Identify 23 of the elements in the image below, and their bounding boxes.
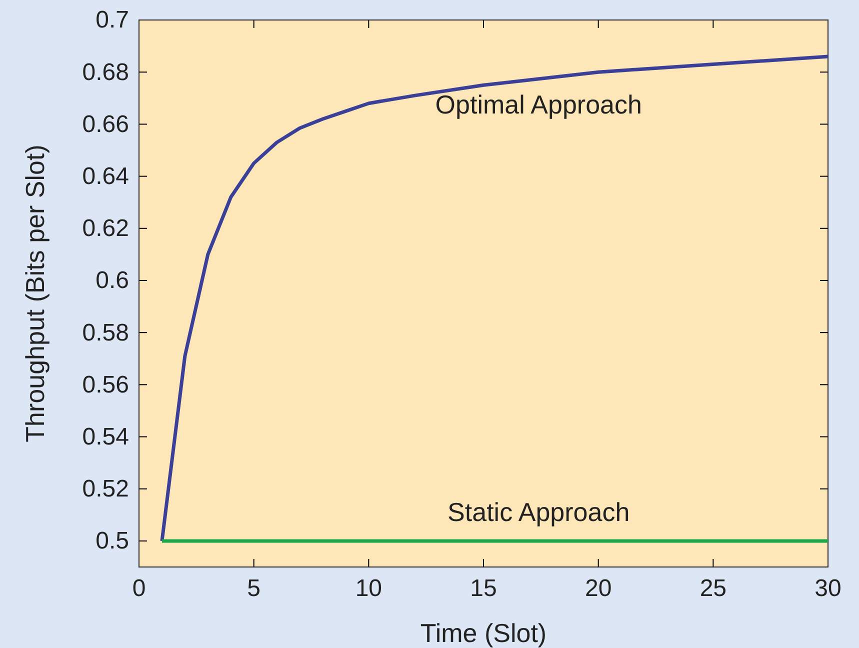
line-series <box>160 54 830 543</box>
x-tick-label: 15 <box>470 575 497 602</box>
y-axis-title: Throughput (Bits per Slot) <box>20 144 50 442</box>
series-label: Optimal Approach <box>435 89 642 120</box>
y-tick-label: 0.68 <box>82 58 129 86</box>
x-tick-label: 20 <box>584 575 612 602</box>
x-tick-label: 30 <box>814 575 842 602</box>
x-tick-label: 5 <box>247 575 261 602</box>
y-tick-label: 0.56 <box>82 371 129 398</box>
x-tick-label: 25 <box>700 575 727 602</box>
x-tick-label: 0 <box>132 575 146 602</box>
x-axis-title: Time (Slot) <box>420 618 547 648</box>
y-tick-label: 0.66 <box>82 110 129 138</box>
y-tick-label: 0.64 <box>82 162 129 190</box>
y-tick-label: 0.52 <box>82 476 129 503</box>
y-tick-label: 0.62 <box>82 215 129 242</box>
y-tick-label: 0.58 <box>82 319 129 346</box>
y-tick-label: 0.54 <box>82 423 129 450</box>
y-tick-label: 0.6 <box>96 267 129 294</box>
series-label: Static Approach <box>448 496 630 527</box>
y-tick-label: 0.7 <box>96 6 129 34</box>
x-tick-label: 10 <box>355 575 382 602</box>
y-tick-label: 0.5 <box>96 528 129 555</box>
